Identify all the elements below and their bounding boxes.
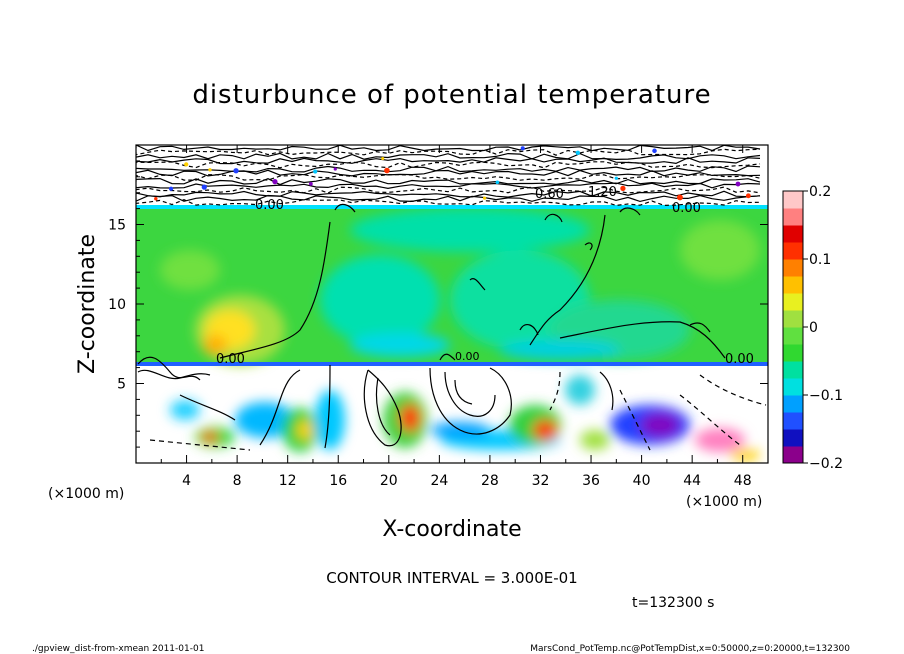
contour-interval: CONTOUR INTERVAL = 3.000E-01 — [326, 569, 577, 587]
x-tick-label: 28 — [481, 473, 499, 489]
x-tick-label: 12 — [279, 473, 297, 489]
upper-contour-line — [136, 177, 761, 186]
x-tick-label: 32 — [532, 473, 550, 489]
middle-layer-shading — [136, 205, 768, 366]
colorbar-tick-label: −0.1 — [809, 388, 843, 404]
colorbar-cell — [783, 361, 803, 379]
upper-contour-line — [136, 173, 761, 181]
upper-speck — [652, 148, 657, 154]
upper-speck — [676, 194, 683, 201]
upper-speck — [575, 150, 581, 156]
colorbar-cell — [783, 310, 803, 328]
upper-speck — [482, 196, 487, 200]
upper-speck — [309, 181, 313, 186]
upper-contour-line — [136, 145, 761, 152]
colorbar-tick-label: 0.1 — [809, 252, 831, 268]
upper-speck — [154, 197, 158, 201]
upper-speck — [272, 179, 278, 185]
y-axis-title: Z-coordinate — [75, 234, 100, 374]
x-tick-label: 4 — [182, 473, 191, 489]
footer-right: MarsCond_PotTemp.nc@PotTempDist,x=0:5000… — [530, 644, 850, 654]
colorbar-cell — [783, 293, 803, 311]
x-tick-label: 44 — [683, 473, 701, 489]
contour-label: 0.00 — [725, 352, 754, 367]
colorbar-cell — [783, 242, 803, 260]
upper-contour-line — [136, 161, 761, 169]
upper-speck — [735, 181, 741, 187]
x-tick-label: 20 — [380, 473, 398, 489]
upper-speck — [233, 168, 239, 174]
contour-lines — [137, 203, 767, 451]
colorbar-cell — [783, 259, 803, 277]
colorbar: 0.2 0.1 0 −0.1 −0.2 — [782, 184, 843, 472]
colorbar-cells — [783, 191, 803, 464]
upper-speck — [201, 184, 207, 190]
upper-speck — [745, 193, 751, 199]
upper-speck — [313, 169, 318, 174]
y-tick-label: 15 — [108, 218, 126, 234]
contour-labels: 0.00 0.00 0.60 1.20 0.00 0.00 0.00 — [216, 185, 754, 367]
x-axis-unit: (×1000 m) — [686, 494, 762, 510]
y-tick-label: 5 — [117, 377, 126, 393]
y-tick-label: 10 — [108, 297, 126, 313]
contour-label: 0.00 — [672, 201, 701, 216]
upper-speck — [333, 167, 337, 171]
colorbar-cell — [783, 412, 803, 430]
contour-label: 0.00 — [455, 350, 480, 363]
x-axis-title: X-coordinate — [382, 517, 521, 542]
upper-speck — [168, 186, 174, 191]
footer-left: ./gpview_dist-from-xmean 2011-01-01 — [32, 644, 204, 654]
colorbar-cell — [783, 208, 803, 226]
x-tick-label: 40 — [633, 473, 651, 489]
upper-contour-line — [136, 182, 761, 190]
x-tick-label: 8 — [233, 473, 242, 489]
colorbar-tick-label: 0 — [809, 320, 818, 336]
contour-label: 0.00 — [255, 198, 284, 213]
upper-speck — [381, 156, 385, 161]
upper-speck — [208, 168, 212, 172]
x-tick-label: 48 — [734, 473, 752, 489]
x-tick-label: 24 — [430, 473, 448, 489]
upper-layer-contours — [136, 145, 768, 207]
upper-speck — [520, 146, 525, 151]
contour-label: 0.00 — [216, 352, 245, 367]
z-axis-unit: (×1000 m) — [48, 486, 124, 502]
y-axis: 5 10 15 — [108, 160, 768, 448]
upper-contour-line — [136, 152, 761, 161]
x-axis: 4 8 12 16 20 24 28 32 36 40 44 48 — [160, 145, 752, 489]
colorbar-cell — [783, 344, 803, 362]
x-tick-label: 16 — [329, 473, 347, 489]
x-tick-label: 36 — [582, 473, 600, 489]
lower-layer-shading — [170, 375, 760, 461]
upper-contour-line — [136, 198, 761, 207]
time-stamp: t=132300 s — [632, 595, 714, 611]
colorbar-cell — [783, 395, 803, 413]
upper-contour-line — [136, 194, 761, 203]
colorbar-cell — [783, 276, 803, 294]
upper-speck — [184, 162, 189, 167]
upper-contour-line — [136, 186, 761, 194]
colorbar-cell — [783, 378, 803, 396]
upper-speck — [384, 167, 390, 174]
colorbar-tick-label: 0.2 — [809, 184, 831, 200]
colorbar-cell — [783, 446, 803, 464]
contour-label: 0.60 — [535, 187, 564, 202]
colorbar-cell — [783, 429, 803, 447]
plot-area: 0.00 0.00 0.60 1.20 0.00 0.00 0.00 — [136, 145, 768, 463]
upper-speck — [495, 180, 500, 185]
upper-contour-line — [136, 157, 761, 165]
colorbar-cell — [783, 327, 803, 345]
upper-contour-line — [136, 169, 761, 177]
colorbar-cell — [783, 191, 803, 209]
colorbar-tick-label: −0.2 — [809, 456, 843, 472]
chart-title: disturbunce of potential temperature — [192, 80, 711, 110]
upper-speck — [614, 176, 618, 180]
colorbar-ticks: 0.2 0.1 0 −0.1 −0.2 — [803, 184, 843, 472]
upper-contour-line — [136, 190, 761, 198]
contour-label: 1.20 — [588, 185, 617, 200]
upper-speck — [620, 185, 626, 192]
colorbar-cell — [783, 225, 803, 243]
upper-contour-line — [136, 148, 761, 156]
